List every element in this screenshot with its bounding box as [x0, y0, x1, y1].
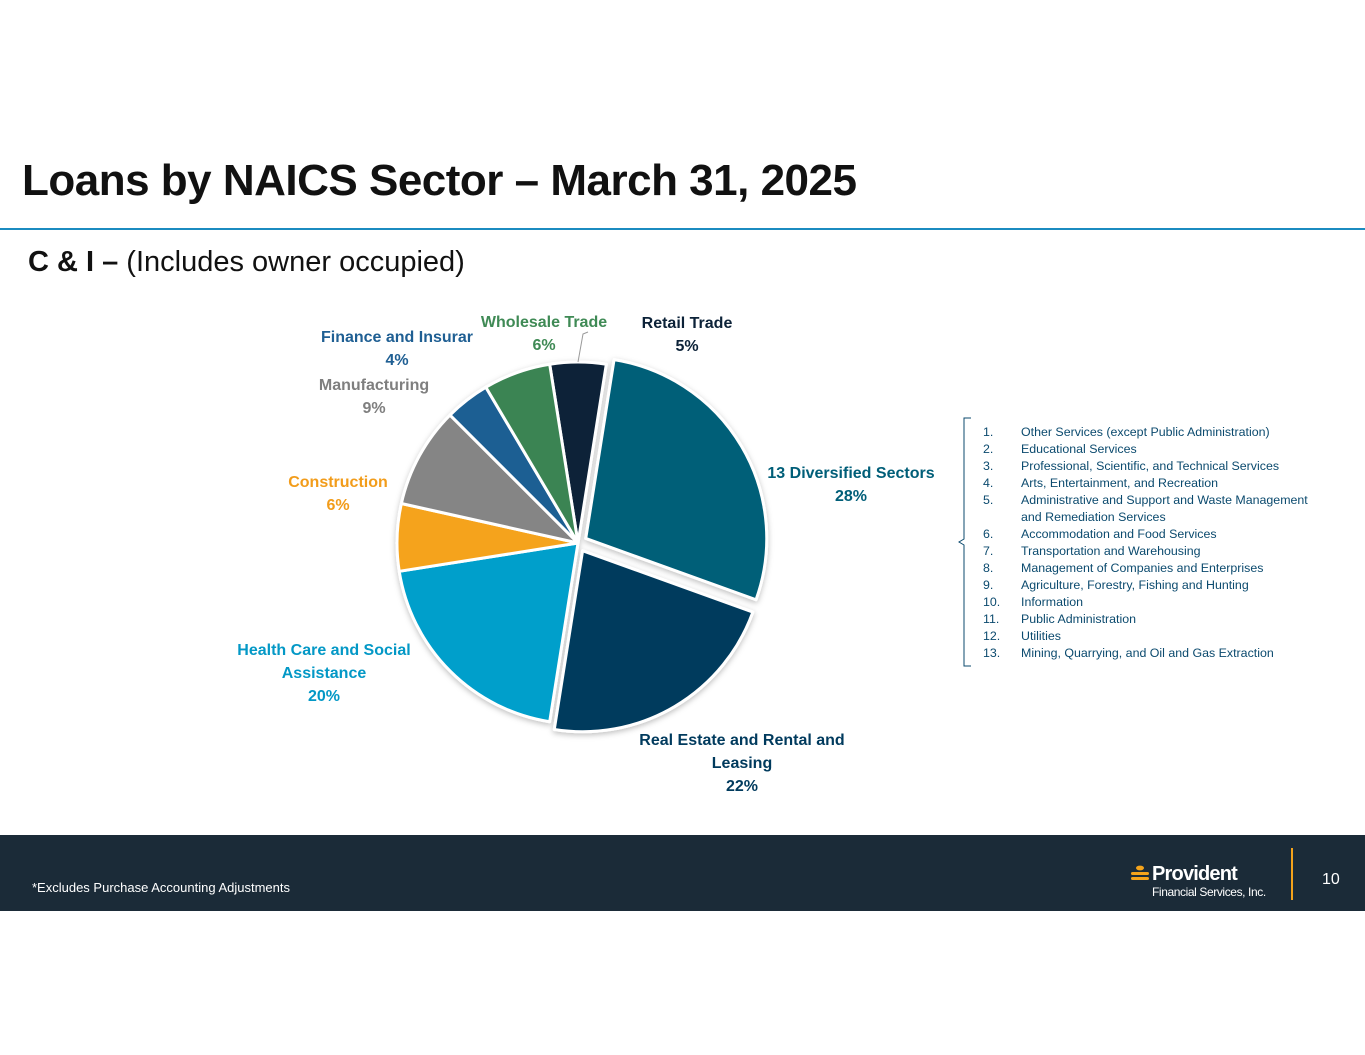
sector-number: 12.	[983, 629, 1001, 643]
pie-slice-manufacturing	[399, 413, 580, 545]
footnote: *Excludes Purchase Accounting Adjustment…	[32, 880, 290, 895]
slice-label-retail-trade: Retail Trade 5%	[642, 315, 733, 355]
slice-label-13-diversified-sectors: 13 Diversified Sectors 28%	[767, 465, 934, 505]
slice-name: 13 Diversified Sectors	[767, 465, 934, 482]
sector-name: Public Administration	[1021, 612, 1137, 626]
sector-name: Management of Companies and Enterprises	[1021, 561, 1264, 575]
slice-percent: 22%	[726, 778, 758, 795]
pie-slice-wholesale-trade	[484, 362, 580, 545]
sector-number: 13.	[983, 646, 1001, 660]
subtitle-bold: C & I –	[28, 246, 119, 278]
sector-name: Educational Services	[1021, 442, 1137, 456]
slice-percent: 5%	[675, 338, 698, 355]
sector-list-item: 5. Administrative and Support and Waste M…	[983, 492, 1321, 526]
leader-line	[577, 331, 589, 363]
sector-list-item: 2. Educational Services	[983, 441, 1321, 458]
sector-number: 7.	[983, 544, 994, 558]
slice-name: Manufacturing	[319, 377, 429, 394]
sector-name: Utilities	[1021, 629, 1061, 643]
sector-list-item: 13. Mining, Quarrying, and Oil and Gas Ex…	[983, 645, 1321, 662]
slice-name: Assistance	[282, 665, 367, 682]
slice-label-health-care-and-social-assistance: Health Care and Social Assistance 20%	[237, 642, 410, 705]
sector-name: Accommodation and Food Services	[1021, 527, 1217, 541]
footer-bar: *Excludes Purchase Accounting Adjustment…	[0, 835, 1365, 911]
sector-list-item: 6. Accommodation and Food Services	[983, 526, 1321, 543]
sector-list-item: 7. Transportation and Warehousing	[983, 543, 1321, 560]
sector-name: Mining, Quarrying, and Oil and Gas Extra…	[1021, 646, 1274, 660]
sector-number: 11.	[983, 612, 1000, 626]
sector-list-item: 1. Other Services (except Public Administ…	[983, 424, 1321, 441]
slice-name: Leasing	[712, 755, 772, 772]
pie-slice-health-care-and-social-assistance	[397, 541, 580, 724]
bracket-icon	[958, 417, 971, 667]
sector-list-item: 3. Professional, Scientific, and Technica…	[983, 458, 1321, 475]
sector-number: 4.	[983, 476, 994, 490]
sector-name: Information	[1021, 595, 1083, 609]
pie-slices	[395, 358, 769, 734]
logo-mark-icon	[1131, 865, 1149, 880]
slice-percent: 6%	[326, 497, 349, 514]
slice-percent: 28%	[835, 488, 867, 505]
pie-chart: Retail Trade 5% 13 Diversified Sectors 28% R…	[237, 314, 934, 795]
title-divider	[0, 228, 1365, 230]
slide-subtitle: C & I – (Includes owner occupied)	[28, 246, 465, 279]
sector-list-item: 11. Public Administration	[983, 611, 1321, 628]
sector-number: 10.	[983, 595, 1001, 609]
pie-leader-lines	[577, 331, 589, 363]
sector-list-item: 10. Information	[983, 594, 1321, 611]
diversified-sectors-list: 1. Other Services (except Public Administ…	[983, 424, 1321, 662]
slice-percent: 6%	[532, 337, 555, 354]
sector-name: Agriculture, Forestry, Fishing and Hunti…	[1021, 578, 1249, 592]
sector-name: Arts, Entertainment, and Recreation	[1021, 476, 1218, 490]
logo-name: Provident	[1152, 863, 1238, 885]
slice-name: Wholesale Trade	[481, 314, 607, 331]
sector-list-item: 12. Utilities	[983, 628, 1321, 645]
slice-percent: 4%	[385, 352, 408, 369]
provident-logo: Provident Financial Services, Inc.	[1130, 863, 1280, 899]
sector-list-item: 4. Arts, Entertainment, and Recreation	[983, 475, 1321, 492]
slice-label-finance-and-insurar: Finance and Insurar 4%	[321, 329, 473, 369]
slice-name: Construction	[288, 474, 388, 491]
sector-number: 2.	[983, 442, 994, 456]
sector-number: 3.	[983, 459, 994, 473]
sector-name: Transportation and Warehousing	[1021, 544, 1201, 558]
slice-name: Real Estate and Rental and	[639, 732, 844, 749]
sector-name: Administrative and Support and Waste Man…	[1021, 493, 1308, 524]
page-number: 10	[1322, 871, 1340, 888]
slice-label-wholesale-trade: Wholesale Trade 6%	[481, 314, 607, 354]
pie-slice-13-diversified-sectors	[584, 358, 769, 602]
sector-name: Other Services (except Public Administra…	[1021, 425, 1270, 439]
subtitle-text: (Includes owner occupied)	[118, 246, 465, 278]
footer-divider	[1291, 848, 1293, 900]
sector-number: 9.	[983, 578, 994, 592]
sector-name: Professional, Scientific, and Technical …	[1021, 459, 1280, 473]
slice-percent: 20%	[308, 688, 340, 705]
slide-title: Loans by NAICS Sector – March 31, 2025	[22, 156, 857, 205]
slice-name: Finance and Insurar	[321, 329, 473, 346]
pie-labels: Retail Trade 5% 13 Diversified Sectors 28% R…	[237, 314, 934, 795]
sector-list-item: 8. Management of Companies and Enterprise…	[983, 560, 1321, 577]
logo-subtitle: Financial Services, Inc.	[1152, 885, 1266, 899]
sector-number: 6.	[983, 527, 994, 541]
slice-name: Retail Trade	[642, 315, 733, 332]
sector-list-item: 9. Agriculture, Forestry, Fishing and Hun…	[983, 577, 1321, 594]
slice-name: Health Care and Social	[237, 642, 410, 659]
pie-slice-real-estate-and-rental-and-leasing	[552, 549, 755, 734]
slice-percent: 9%	[362, 400, 385, 417]
slice-label-real-estate-and-rental-and-leasing: Real Estate and Rental and Leasing 22%	[639, 732, 844, 795]
sector-number: 5.	[983, 493, 994, 507]
slice-label-manufacturing: Manufacturing 9%	[319, 377, 429, 417]
sector-number: 8.	[983, 561, 994, 575]
slice-label-construction: Construction 6%	[288, 474, 388, 514]
sector-number: 1.	[983, 425, 994, 439]
